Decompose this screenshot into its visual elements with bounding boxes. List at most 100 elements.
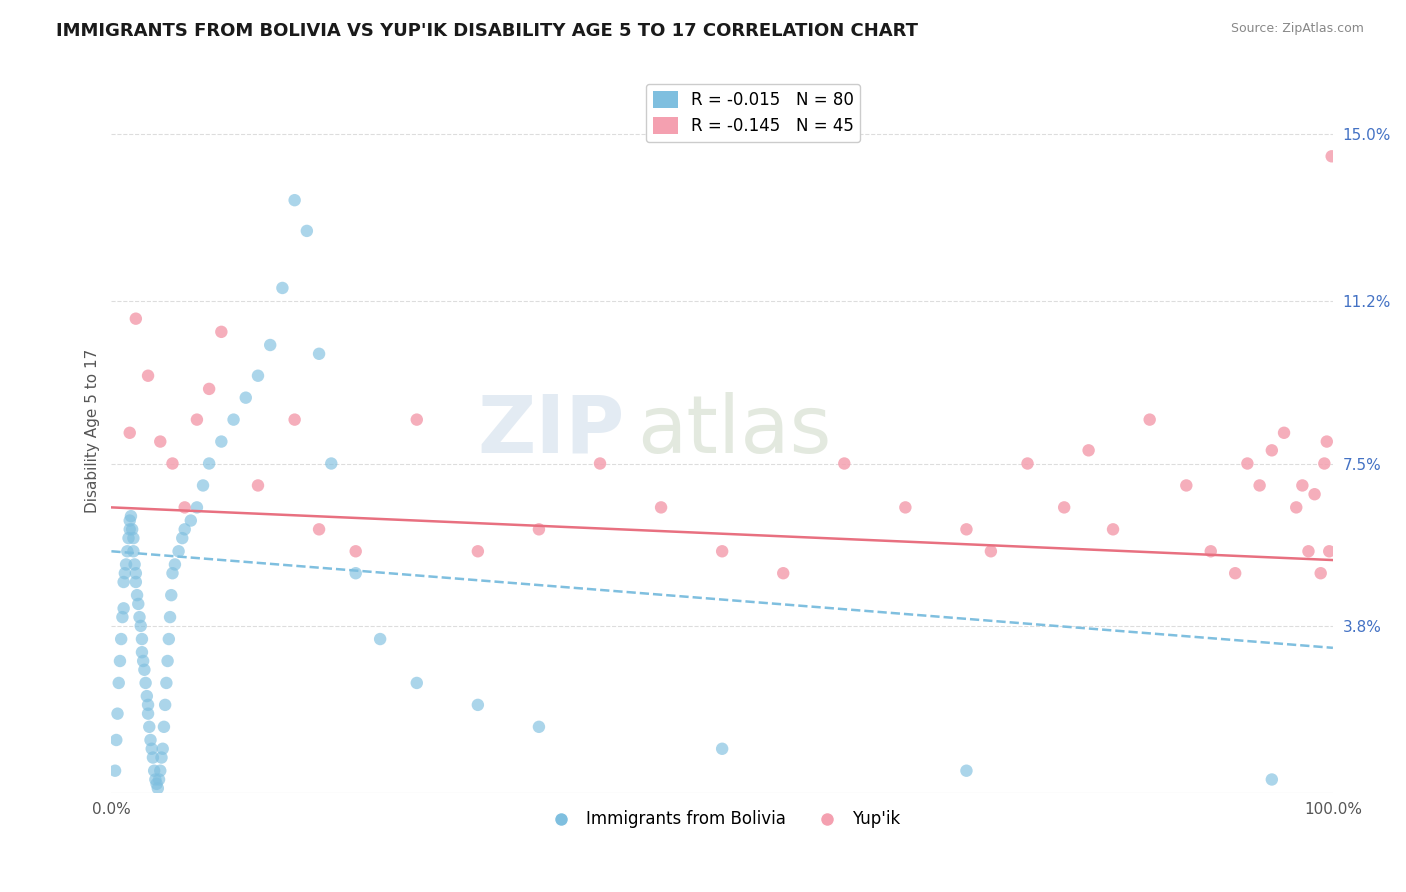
Point (235, 391, 257, 405)
Point (650, 500, 672, 515)
Point (114, 566, 136, 581)
Point (138, 720, 160, 734)
Point (405, 676, 427, 690)
Point (980, 544, 1002, 558)
Point (172, 531, 194, 545)
Point (157, 632, 180, 646)
Point (1313, 457, 1336, 471)
Point (112, 574, 135, 589)
Point (1225, 566, 1247, 581)
Point (129, 619, 152, 633)
Point (146, 781, 169, 796)
Point (955, 764, 977, 778)
Point (118, 514, 141, 528)
Point (105, 733, 128, 747)
Point (295, 224, 318, 238)
Point (108, 654, 131, 668)
Point (1175, 478, 1198, 492)
Point (104, 764, 127, 778)
Point (186, 500, 208, 515)
Point (1317, 544, 1340, 558)
Point (209, 434, 232, 449)
Point (153, 720, 176, 734)
Point (136, 698, 159, 712)
Point (153, 698, 176, 712)
Point (955, 522, 977, 536)
Text: Source: ZipAtlas.com: Source: ZipAtlas.com (1230, 22, 1364, 36)
Point (1316, 434, 1339, 449)
Point (321, 457, 343, 471)
Point (160, 588, 183, 602)
Point (112, 601, 135, 615)
Point (167, 544, 190, 558)
Point (589, 457, 612, 471)
Point (1309, 566, 1331, 581)
Point (155, 676, 177, 690)
Point (152, 741, 174, 756)
Point (711, 741, 734, 756)
Point (134, 663, 156, 677)
Point (368, 632, 391, 646)
Point (246, 478, 269, 492)
Point (198, 382, 221, 396)
Point (135, 689, 157, 703)
Point (1285, 500, 1308, 515)
Point (1236, 457, 1258, 471)
Point (173, 522, 195, 536)
Point (246, 368, 269, 383)
Point (527, 522, 550, 536)
Text: ZIP: ZIP (477, 392, 624, 469)
Point (1102, 522, 1125, 536)
Point (1249, 478, 1271, 492)
Point (110, 632, 132, 646)
Point (222, 412, 245, 426)
Point (121, 522, 143, 536)
Point (163, 558, 186, 572)
Point (1199, 544, 1222, 558)
Point (118, 522, 141, 536)
Text: IMMIGRANTS FROM BOLIVIA VS YUP'IK DISABILITY AGE 5 TO 17 CORRELATION CHART: IMMIGRANTS FROM BOLIVIA VS YUP'IK DISABI… (56, 22, 918, 40)
Point (1261, 443, 1284, 458)
Point (162, 457, 184, 471)
Point (772, 566, 794, 581)
Point (128, 610, 150, 624)
Point (143, 764, 166, 778)
Point (107, 676, 129, 690)
Point (125, 574, 148, 589)
Point (308, 347, 330, 361)
Point (136, 368, 159, 383)
Point (711, 544, 734, 558)
Point (115, 558, 138, 572)
Point (344, 544, 367, 558)
Point (145, 777, 167, 791)
Point (145, 772, 167, 787)
Text: atlas: atlas (637, 392, 831, 469)
Point (180, 514, 202, 528)
Point (159, 610, 181, 624)
Legend: Immigrants from Bolivia, Yup'ik: Immigrants from Bolivia, Yup'ik (537, 804, 907, 835)
Point (1139, 412, 1161, 426)
Point (149, 434, 172, 449)
Y-axis label: Disability Age 5 to 17: Disability Age 5 to 17 (86, 349, 100, 513)
Point (127, 597, 149, 611)
Point (131, 645, 153, 659)
Point (156, 654, 179, 668)
Point (135, 676, 157, 690)
Point (209, 325, 232, 339)
Point (173, 500, 195, 515)
Point (142, 750, 165, 764)
Point (467, 544, 489, 558)
Point (1261, 772, 1284, 787)
Point (139, 733, 162, 747)
Point (141, 741, 163, 756)
Point (834, 457, 856, 471)
Point (150, 750, 173, 764)
Point (125, 311, 148, 326)
Point (149, 764, 172, 778)
Point (122, 531, 145, 545)
Point (1272, 425, 1295, 440)
Point (117, 531, 139, 545)
Point (117, 544, 139, 558)
Point (186, 412, 208, 426)
Point (259, 338, 281, 352)
